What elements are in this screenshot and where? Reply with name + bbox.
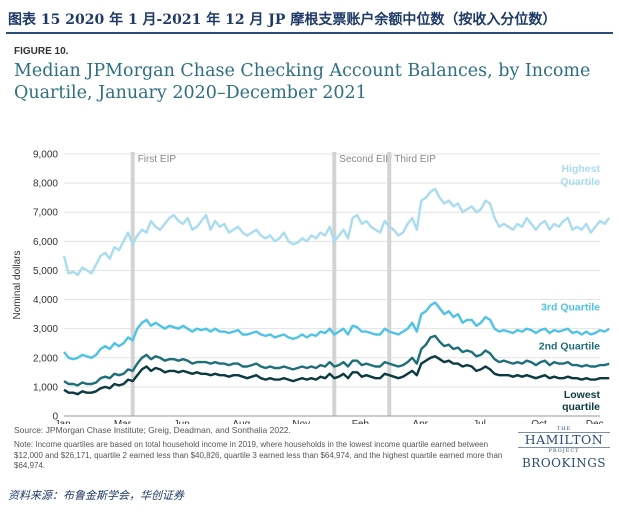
x-tick-label-month: Jul. (473, 419, 489, 424)
eip-marker (332, 152, 337, 416)
x-tick-label-month: Mar. (114, 419, 133, 424)
eip-label: Third EIP (394, 154, 436, 165)
series-label-third: 3rd Quartile (541, 302, 600, 314)
series-label-highest: Quartile (560, 176, 600, 188)
x-tick-label-month: Jan. (55, 419, 74, 424)
y-tick-label: 0 (52, 412, 58, 423)
logo-project: PROJECT (548, 448, 580, 454)
y-tick-label: 1,000 (33, 382, 58, 393)
chart-title: Median JPMorgan Chase Checking Account B… (14, 61, 591, 103)
y-tick-label: 5,000 (33, 266, 58, 277)
eip-label: First EIP (138, 154, 177, 165)
figure-card: FIGURE 10. Median JPMorgan Chase Checkin… (6, 36, 613, 476)
y-tick-label: 6,000 (33, 237, 58, 248)
y-tick-label: 7,000 (33, 208, 58, 219)
hamilton-brookings-logo: THE HAMILTON PROJECT BROOKINGS (518, 426, 610, 472)
x-tick-label-month: Dec. (586, 419, 607, 424)
y-tick-label: 9,000 (33, 150, 58, 161)
report-header: 图表 15 2020 年 1 月-2021 年 12 月 JP 摩根支票账户余额… (6, 4, 613, 34)
series-label-lowest: Lowest (564, 389, 601, 401)
series-line-lowest (63, 355, 610, 396)
chart-source: Source: JPMorgan Chase Institute; Greig,… (14, 425, 291, 435)
data-source-footer: 资料来源：布鲁金斯学会，华创证券 (8, 489, 184, 502)
series-line-third (63, 301, 610, 361)
eip-marker (130, 152, 135, 416)
y-tick-label: 4,000 (33, 295, 58, 306)
series-label-lowest: quartile (562, 401, 600, 413)
y-tick-label: 8,000 (33, 179, 58, 190)
x-tick-label-month: Jun. (174, 419, 193, 424)
y-axis-label: Nominal dollars (12, 251, 23, 320)
y-tick-label: 3,000 (33, 324, 58, 335)
series-label-second: 2nd Quartile (539, 341, 600, 353)
x-tick-label-month: Aug. (232, 419, 253, 424)
chart-note: Note: Income quartiles are based on tota… (14, 440, 503, 470)
series-line-highest (62, 187, 611, 277)
x-tick-label-month: Apr. (412, 419, 430, 424)
x-tick-label-month: Feb. (352, 419, 372, 424)
x-tick-label-month: Oct. (531, 419, 549, 424)
figure-number: FIGURE 10. (14, 46, 69, 57)
logo-the: THE (556, 426, 572, 432)
y-tick-label: 2,000 (33, 353, 58, 364)
eip-label: Second EIP (339, 154, 392, 165)
eip-marker (387, 152, 392, 416)
logo-hamilton: HAMILTON (518, 432, 610, 448)
x-tick-label-month: Nov. (292, 419, 312, 424)
report-figure-title: 图表 15 2020 年 1 月-2021 年 12 月 JP 摩根支票账户余额… (8, 12, 557, 28)
logo-brookings: BROOKINGS (521, 456, 607, 470)
series-label-highest: Highest (561, 163, 600, 175)
series-line-second (63, 334, 610, 387)
line-chart: 0 1,000 2,000 3,000 4,000 5,000 6,000 7,000 8,00… (12, 150, 611, 424)
